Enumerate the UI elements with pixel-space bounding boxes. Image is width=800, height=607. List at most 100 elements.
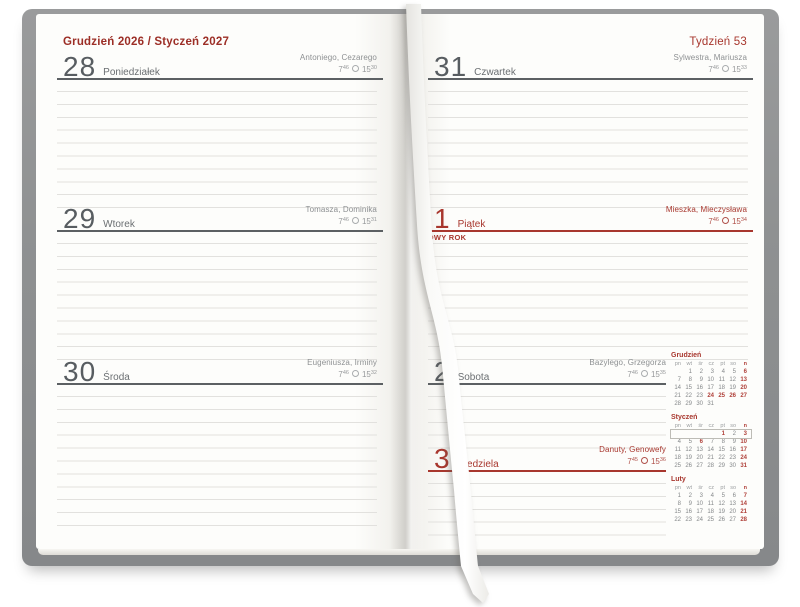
mini-calendar-day: 30 bbox=[696, 401, 703, 407]
mini-calendar-day: 20 bbox=[696, 455, 703, 461]
weekday-label: Czwartek bbox=[474, 67, 516, 78]
day-divider bbox=[57, 383, 383, 385]
day-divider bbox=[428, 470, 666, 472]
mini-calendar-weekday: n bbox=[743, 423, 747, 429]
mini-calendar-weekday: śr bbox=[698, 423, 703, 429]
mini-calendar-day bbox=[682, 430, 693, 438]
mini-calendar-day: 15 bbox=[674, 509, 681, 515]
mini-calendar-day: 1 bbox=[688, 369, 692, 375]
mini-calendar-day: 26 bbox=[685, 463, 692, 469]
ruled-lines bbox=[57, 243, 377, 360]
mini-calendar-weekday: pn bbox=[674, 361, 681, 367]
mini-calendar-day: 5 bbox=[732, 369, 736, 375]
mini-calendar-day: 31 bbox=[740, 463, 747, 469]
mini-calendar-day: 3 bbox=[710, 369, 714, 375]
mini-calendar-week: 22 23 24 25 26 27 28 bbox=[671, 516, 751, 524]
mini-calendar-day: 17 bbox=[740, 447, 747, 453]
mini-calendar-day: 21 bbox=[674, 393, 681, 399]
mini-calendar-day: 26 bbox=[718, 517, 725, 523]
page-title: Grudzień 2026 / Styczeń 2027 bbox=[63, 36, 230, 48]
mini-calendar-day: 1 bbox=[677, 493, 681, 499]
sun-times: 745 1536 bbox=[627, 457, 666, 466]
mini-calendar-week: 1 2 3 4 5 6 7 bbox=[671, 492, 751, 500]
mini-calendar-day: 16 bbox=[685, 509, 692, 515]
mini-calendar-weekday: wt bbox=[686, 423, 693, 429]
mini-calendar-day: 2 bbox=[732, 431, 736, 437]
day-divider bbox=[428, 230, 753, 232]
mini-calendar-day: 6 bbox=[699, 439, 703, 445]
mini-calendar-weekday: pn bbox=[674, 485, 681, 491]
ruled-lines bbox=[428, 91, 748, 208]
mini-calendar-day: 8 bbox=[677, 501, 681, 507]
mini-calendar-day: 13 bbox=[729, 501, 736, 507]
sun-times: 746 1531 bbox=[338, 217, 377, 226]
mini-calendar-title: Styczeń bbox=[671, 414, 698, 421]
mini-calendar-day: 24 bbox=[707, 393, 714, 399]
ruled-lines bbox=[428, 396, 666, 449]
mini-calendar-day: 9 bbox=[688, 501, 692, 507]
mini-calendar-day bbox=[726, 400, 737, 408]
mini-calendar-day: 24 bbox=[740, 455, 747, 461]
ruled-lines bbox=[428, 243, 748, 360]
mini-calendar-day: 29 bbox=[685, 401, 692, 407]
mini-calendar-day: 17 bbox=[696, 509, 703, 515]
day-divider bbox=[57, 78, 383, 80]
mini-calendar-day: 18 bbox=[674, 455, 681, 461]
sun-times: 746 1535 bbox=[627, 370, 666, 379]
mini-calendar-day bbox=[671, 368, 682, 376]
day-divider bbox=[428, 78, 753, 80]
nameday-names: Antoniego, Cezarego bbox=[299, 53, 377, 62]
mini-calendar-weekday: śr bbox=[698, 361, 703, 367]
mini-calendar-day: 10 bbox=[707, 377, 714, 383]
mini-calendar-day: 12 bbox=[685, 447, 692, 453]
mini-calendar-day: 10 bbox=[696, 501, 703, 507]
mini-calendar-day: 22 bbox=[685, 393, 692, 399]
weekday-label: Poniedziałek bbox=[103, 67, 160, 78]
day-number: 1 bbox=[434, 203, 451, 234]
mini-calendar-day bbox=[693, 430, 704, 438]
mini-calendar-day: 14 bbox=[740, 501, 747, 507]
mini-calendar-day: 28 bbox=[740, 517, 747, 523]
mini-calendar-day: 18 bbox=[718, 385, 725, 391]
mini-calendar-day: 20 bbox=[729, 509, 736, 515]
mini-calendar-week: 1 2 3 4 5 6 bbox=[671, 368, 751, 376]
mini-calendar-day: 9 bbox=[699, 377, 703, 383]
mini-calendar-day: 21 bbox=[707, 455, 714, 461]
mini-calendar-day: 8 bbox=[688, 377, 692, 383]
diary-cover: Grudzień 2026 / Styczeń 2027 28 Poniedzi… bbox=[22, 9, 779, 566]
holiday-label: NOWY ROK bbox=[422, 233, 467, 242]
mini-calendar-day: 23 bbox=[696, 393, 703, 399]
sun-times: 746 1534 bbox=[708, 217, 747, 226]
sun-times: 746 1532 bbox=[338, 370, 377, 379]
ruled-lines bbox=[428, 483, 666, 536]
mini-calendar-day: 9 bbox=[732, 439, 736, 445]
mini-calendar-day: 28 bbox=[707, 463, 714, 469]
nameday-names: Tomasza, Dominika bbox=[305, 205, 377, 214]
sun-icon bbox=[640, 457, 648, 464]
mini-calendar-day: 6 bbox=[732, 493, 736, 499]
sun-icon bbox=[351, 370, 359, 377]
mini-calendar-day: 12 bbox=[718, 501, 725, 507]
mini-calendar-day: 2 bbox=[699, 369, 703, 375]
sun-times: 746 1533 bbox=[708, 65, 747, 74]
sun-icon bbox=[640, 370, 648, 377]
mini-calendar-weekday: cz bbox=[708, 423, 715, 429]
mini-calendar-weekday: pt bbox=[720, 485, 725, 491]
mini-calendar-day: 4 bbox=[677, 439, 681, 445]
mini-calendar-week: 18 19 20 21 22 23 24 bbox=[671, 454, 751, 462]
mini-calendar-day: 14 bbox=[674, 385, 681, 391]
day-divider bbox=[57, 230, 383, 232]
mini-calendar-weekday: pt bbox=[720, 423, 725, 429]
mini-calendar-weekday: śr bbox=[698, 485, 703, 491]
mini-calendar-day: 12 bbox=[729, 377, 736, 383]
weekday-label: Środa bbox=[103, 372, 130, 383]
mini-calendar-day: 7 bbox=[710, 439, 714, 445]
mini-calendar-day: 28 bbox=[674, 401, 681, 407]
mini-calendar-day: 7 bbox=[743, 493, 747, 499]
mini-calendar-day: 5 bbox=[688, 439, 692, 445]
mini-calendar-week: 14 15 16 17 18 19 20 bbox=[671, 384, 751, 392]
mini-calendar-february: Luty pn wt śr cz pt so n 1 2 3 4 5 6 7 8 9 10 11 12 13 14 15 1… bbox=[671, 476, 751, 524]
weekday-label: Wtorek bbox=[103, 219, 135, 230]
mini-calendar-day: 19 bbox=[685, 455, 692, 461]
nameday-names: Mieszka, Mieczysława bbox=[665, 205, 747, 214]
